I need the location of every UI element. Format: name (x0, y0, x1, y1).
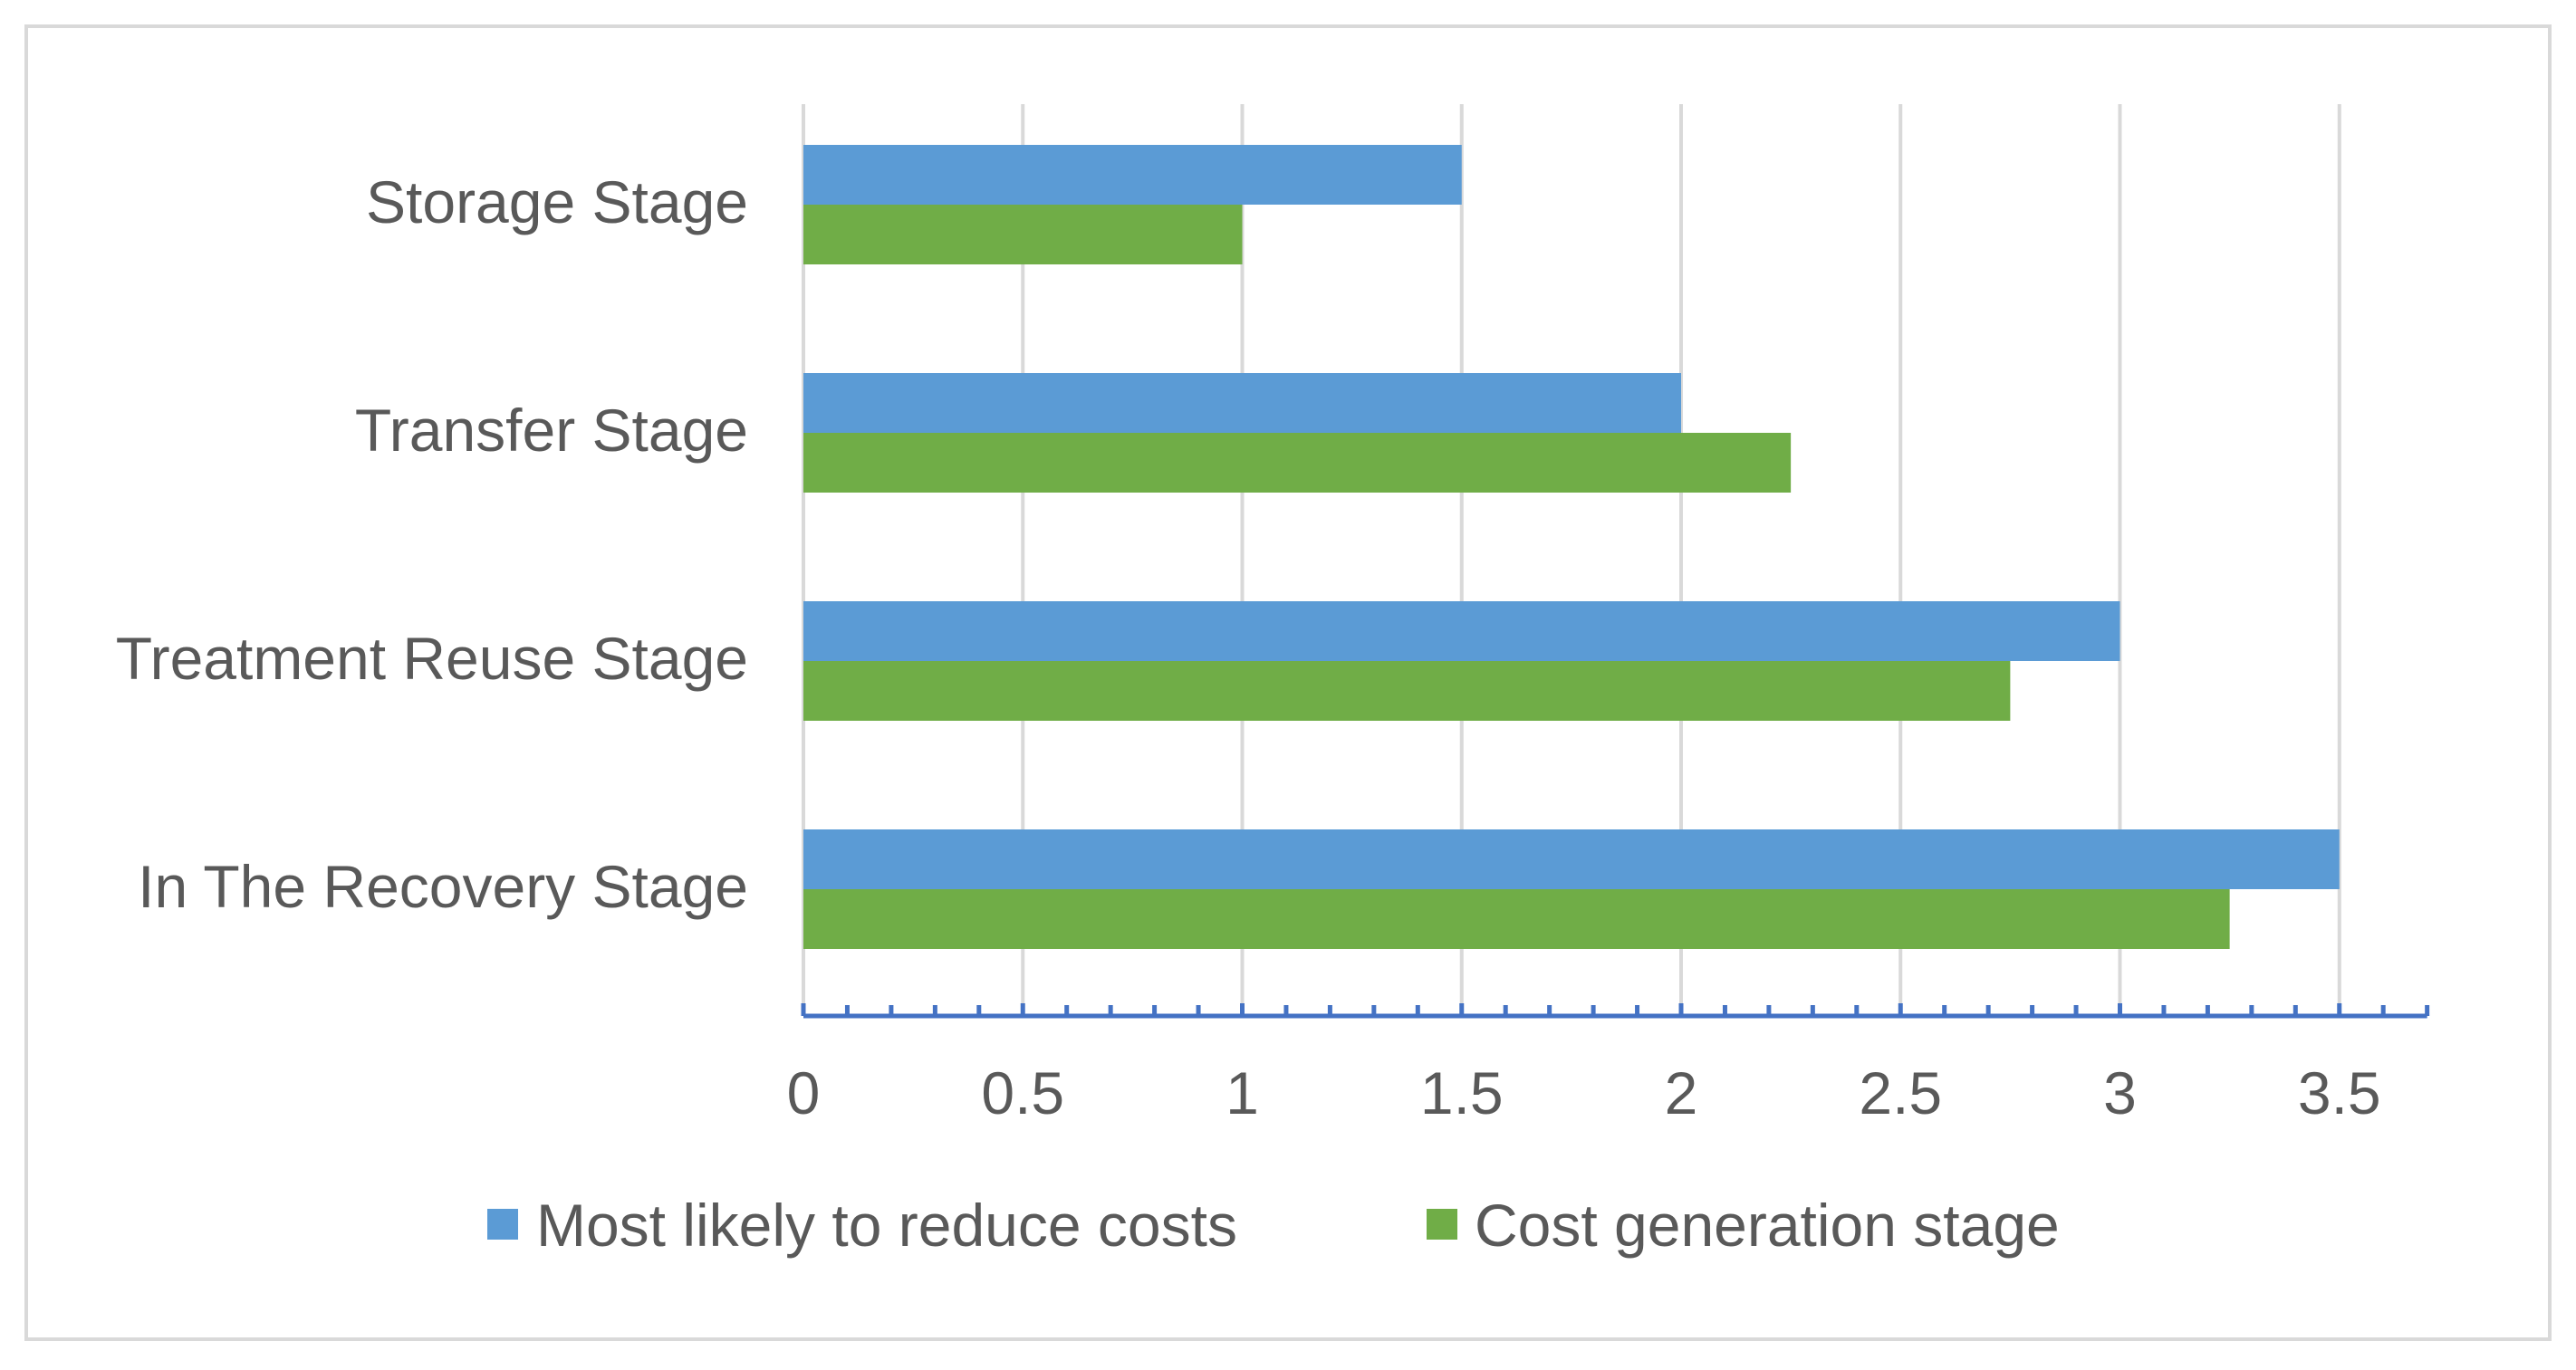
legend-label: Most likely to reduce costs (536, 1192, 1237, 1259)
y-tick-label: Storage Stage (366, 168, 748, 235)
x-tick-label: 2.5 (1859, 1059, 1942, 1126)
bars (803, 145, 2340, 949)
bar-cost-generation (803, 205, 1243, 264)
bar-cost-generation (803, 433, 1792, 493)
x-tick-label: 3.5 (2298, 1059, 2381, 1126)
x-tick-label: 2 (1665, 1059, 1698, 1126)
bar-reduce-costs (803, 601, 2120, 661)
x-tick-label: 0.5 (981, 1059, 1064, 1126)
x-tick-label: 1.5 (1420, 1059, 1504, 1126)
y-axis-labels: In The Recovery Stage Treatment Reuse Sta… (116, 168, 748, 920)
y-tick-label: Treatment Reuse Stage (116, 625, 748, 692)
bar-reduce-costs (803, 145, 1462, 205)
x-axis-labels: 0 0.5 1 1.5 2 2.5 3 3.5 (787, 1059, 2381, 1126)
bar-reduce-costs (803, 829, 2340, 889)
x-axis (801, 1003, 2430, 1019)
bar-reduce-costs (803, 373, 1681, 433)
legend-swatch (487, 1209, 518, 1240)
x-tick-label: 1 (1226, 1059, 1259, 1126)
bar-cost-generation (803, 661, 2011, 721)
x-tick-label: 0 (787, 1059, 821, 1126)
bar-cost-generation (803, 889, 2230, 949)
legend: Most likely to reduce costs Cost generati… (487, 1192, 2060, 1259)
legend-label: Cost generation stage (1475, 1192, 2060, 1259)
legend-swatch (1427, 1209, 1457, 1240)
y-tick-label: Transfer Stage (355, 397, 748, 464)
y-tick-label: In The Recovery Stage (138, 853, 748, 920)
x-tick-label: 3 (2103, 1059, 2137, 1126)
